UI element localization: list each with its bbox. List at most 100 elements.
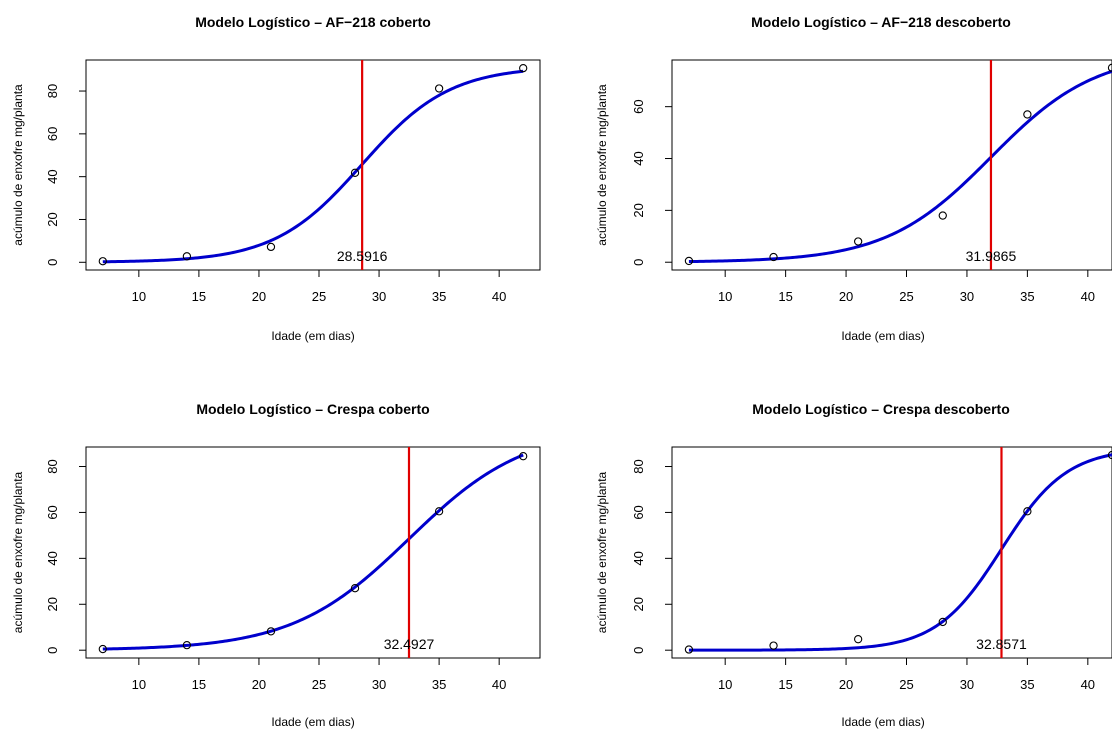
chart-title: Modelo Logístico – AF−218 descoberto <box>751 14 1011 30</box>
plot-frame <box>85 446 541 659</box>
data-point <box>182 252 192 261</box>
data-point <box>1023 507 1032 516</box>
data-point <box>684 645 694 654</box>
y-axis-label: acúmulo de enxofre mg/planta <box>595 471 609 633</box>
data-point <box>519 452 528 461</box>
y-tick-label: 20 <box>45 212 60 226</box>
x-tick-label: 15 <box>192 677 206 692</box>
x-tick-label: 30 <box>372 677 386 692</box>
x-tick-label: 10 <box>718 677 732 692</box>
y-tick-label: 20 <box>631 597 646 611</box>
x-axis-label: Idade (em dias) <box>841 329 924 343</box>
y-axis-label: acúmulo de enxofre mg/planta <box>11 471 25 633</box>
y-tick-label: 0 <box>631 647 646 654</box>
x-tick-label: 20 <box>252 289 266 304</box>
panel-1: Modelo Logístico – AF−218 coberto 10 15 20 2… <box>11 14 541 343</box>
x-axis-label: Idade (em dias) <box>271 329 354 343</box>
x-tick-label: 35 <box>1020 289 1034 304</box>
panel-2: Modelo Logístico – AF−218 descoberto 10 15… <box>595 14 1112 343</box>
x-tick-label: 15 <box>778 677 792 692</box>
fitted-logistic-curve <box>688 453 1112 652</box>
panel-3: Modelo Logístico – Crespa coberto 10 15 20 2… <box>11 401 541 729</box>
y-axis-label: acúmulo de enxofre mg/planta <box>595 84 609 246</box>
x-tick-label: 30 <box>372 289 386 304</box>
y-tick-label: 40 <box>45 169 60 183</box>
y-tick-label: 80 <box>45 84 60 98</box>
x-tick-label: 30 <box>960 677 974 692</box>
x-tick-label: 40 <box>492 289 506 304</box>
x-tick-label: 20 <box>839 677 853 692</box>
x-tick-label: 25 <box>312 677 326 692</box>
data-point <box>769 641 778 650</box>
plot-frame <box>671 446 1112 659</box>
fitted-logistic-curve <box>102 453 524 651</box>
plot-frame <box>671 59 1112 271</box>
x-tick-label: 35 <box>432 289 446 304</box>
data-point <box>938 211 947 220</box>
y-tick-label: 0 <box>45 259 60 266</box>
inflection-label: 31.9865 <box>966 248 1017 264</box>
y-tick-label: 60 <box>631 505 646 519</box>
x-tick-label: 20 <box>839 289 853 304</box>
data-point <box>938 617 947 627</box>
fitted-logistic-curve <box>102 69 524 264</box>
x-tick-label: 25 <box>899 677 913 692</box>
data-point <box>684 256 694 266</box>
x-tick-label: 35 <box>1020 677 1034 692</box>
chart-title: Modelo Logístico – AF−218 coberto <box>195 14 431 30</box>
y-tick-label: 80 <box>631 459 646 473</box>
y-tick-label: 40 <box>631 151 646 165</box>
x-tick-label: 10 <box>132 677 146 692</box>
x-tick-label: 35 <box>432 677 446 692</box>
inflection-label: 32.4927 <box>384 636 435 652</box>
x-tick-label: 20 <box>252 677 266 692</box>
y-tick-label: 20 <box>631 203 646 217</box>
y-tick-label: 60 <box>45 127 60 141</box>
data-point <box>1107 450 1112 460</box>
x-tick-label: 40 <box>1081 289 1095 304</box>
x-tick-label: 15 <box>192 289 206 304</box>
x-tick-label: 40 <box>1081 677 1095 692</box>
inflection-label: 28.5916 <box>337 248 388 264</box>
data-point <box>434 507 444 516</box>
data-point <box>519 63 528 73</box>
x-tick-label: 10 <box>132 289 146 304</box>
y-tick-label: 40 <box>631 551 646 565</box>
y-tick-label: 0 <box>631 259 646 266</box>
data-point <box>266 627 276 636</box>
inflection-label: 32.8571 <box>976 636 1027 652</box>
x-tick-label: 25 <box>312 289 326 304</box>
data-point <box>1107 63 1112 72</box>
y-tick-label: 60 <box>45 505 60 519</box>
data-point <box>350 584 360 593</box>
x-tick-label: 40 <box>492 677 506 692</box>
x-axis-label: Idade (em dias) <box>841 715 924 729</box>
data-point <box>266 242 276 252</box>
plot-frame <box>85 59 541 271</box>
y-tick-label: 60 <box>631 99 646 113</box>
data-point <box>769 252 778 262</box>
chart-title: Modelo Logístico – Crespa descoberto <box>752 401 1010 417</box>
chart-title: Modelo Logístico – Crespa coberto <box>196 401 429 417</box>
y-tick-label: 40 <box>45 551 60 565</box>
data-point <box>854 237 863 246</box>
y-tick-label: 0 <box>45 647 60 654</box>
x-tick-label: 30 <box>960 289 974 304</box>
data-point <box>182 640 192 650</box>
x-tick-label: 25 <box>899 289 913 304</box>
data-point <box>854 635 863 644</box>
y-tick-label: 80 <box>45 459 60 473</box>
data-point <box>434 84 444 93</box>
x-tick-label: 10 <box>718 289 732 304</box>
data-point <box>98 257 107 266</box>
data-point <box>98 644 107 654</box>
x-tick-label: 15 <box>778 289 792 304</box>
y-axis-label: acúmulo de enxofre mg/planta <box>11 84 25 246</box>
fitted-logistic-curve <box>688 69 1112 264</box>
y-tick-label: 20 <box>45 597 60 611</box>
panel-4: Modelo Logístico – Crespa descoberto 10 15… <box>595 401 1112 729</box>
data-point <box>350 168 360 177</box>
data-point <box>1023 110 1032 119</box>
x-axis-label: Idade (em dias) <box>271 715 354 729</box>
